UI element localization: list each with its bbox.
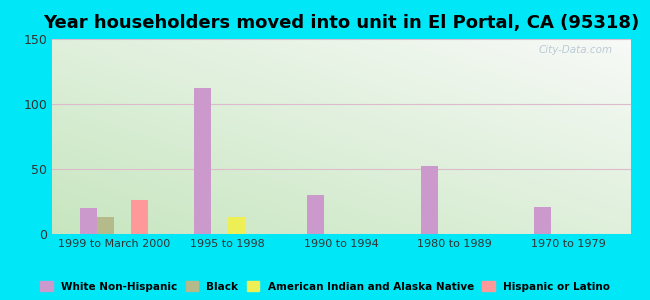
Bar xyxy=(307,195,324,234)
Bar xyxy=(81,208,98,234)
Legend: White Non-Hispanic, Black, American Indian and Alaska Native, Hispanic or Latino: White Non-Hispanic, Black, American Indi… xyxy=(37,278,613,295)
Bar xyxy=(98,217,114,234)
Title: Year householders moved into unit in El Portal, CA (95318): Year householders moved into unit in El … xyxy=(43,14,640,32)
Bar xyxy=(194,88,211,234)
Text: City-Data.com: City-Data.com xyxy=(539,45,613,55)
Bar xyxy=(534,207,551,234)
Bar xyxy=(227,217,245,234)
Bar xyxy=(131,200,148,234)
Bar xyxy=(421,167,437,234)
